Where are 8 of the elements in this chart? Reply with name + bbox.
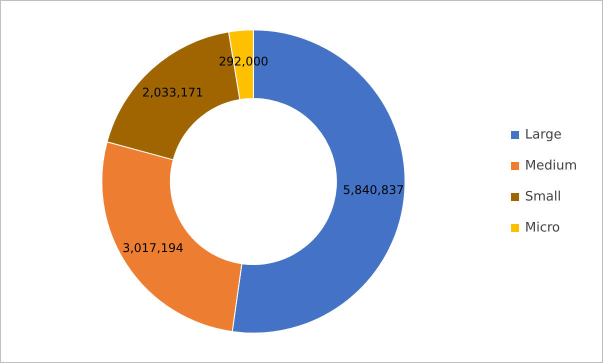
data-label: 2,033,171	[142, 85, 204, 100]
legend-label: Large	[525, 128, 562, 142]
legend-label: Small	[525, 190, 562, 204]
data-label: 292,000	[218, 54, 268, 69]
data-label: 3,017,194	[122, 240, 184, 255]
legend-label: Medium	[525, 158, 578, 174]
legend-label: Micro	[525, 220, 560, 236]
data-label: 5,840,837	[342, 182, 404, 197]
